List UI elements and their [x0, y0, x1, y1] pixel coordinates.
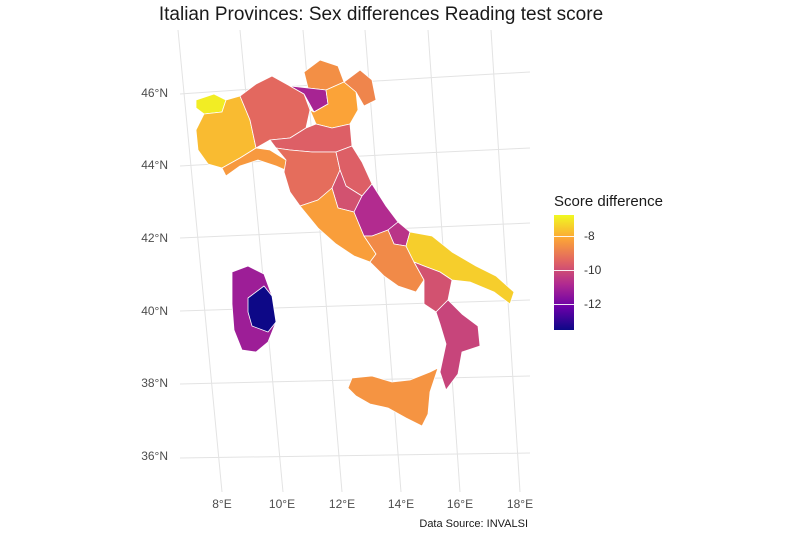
- lon-label: 12°E: [328, 497, 356, 511]
- legend-tick: [554, 235, 574, 237]
- meridian-8: [177, 29, 223, 493]
- meridian-18: [490, 29, 521, 493]
- lat-label: 40°N: [141, 304, 168, 318]
- lon-label: 8°E: [212, 497, 232, 511]
- legend-tick: [554, 304, 574, 306]
- region-lombardia: [239, 75, 311, 149]
- legend-title: Score difference: [554, 193, 663, 210]
- parallel-36: [179, 452, 531, 459]
- legend-tick: [554, 269, 574, 271]
- lat-label: 44°N: [141, 158, 168, 172]
- legend-tick-label: -12: [584, 297, 602, 312]
- region-friuli: [343, 69, 377, 107]
- lat-label: 38°N: [141, 376, 168, 390]
- lat-label: 36°N: [141, 449, 168, 463]
- legend-tick-label: -10: [584, 262, 602, 277]
- region-sicilia: [347, 367, 439, 427]
- lon-label: 14°E: [387, 497, 415, 511]
- lon-label: 16°E: [446, 497, 474, 511]
- region-nuoro: [247, 285, 277, 333]
- lat-label: 46°N: [141, 86, 168, 100]
- legend-tick-label: -8: [584, 228, 595, 243]
- legend-colorbar: [554, 215, 574, 330]
- caption: Data Source: INVALSI: [419, 518, 528, 530]
- lon-label: 18°E: [506, 497, 534, 511]
- lon-label: 10°E: [268, 497, 296, 511]
- map-title: Italian Provinces: Sex differences Readi…: [158, 4, 604, 25]
- lat-label: 42°N: [141, 231, 168, 245]
- parallel-40: [179, 299, 531, 312]
- region-calabria: [435, 299, 481, 391]
- region-valle-daosta: [195, 93, 227, 115]
- meridian-12: [302, 29, 343, 493]
